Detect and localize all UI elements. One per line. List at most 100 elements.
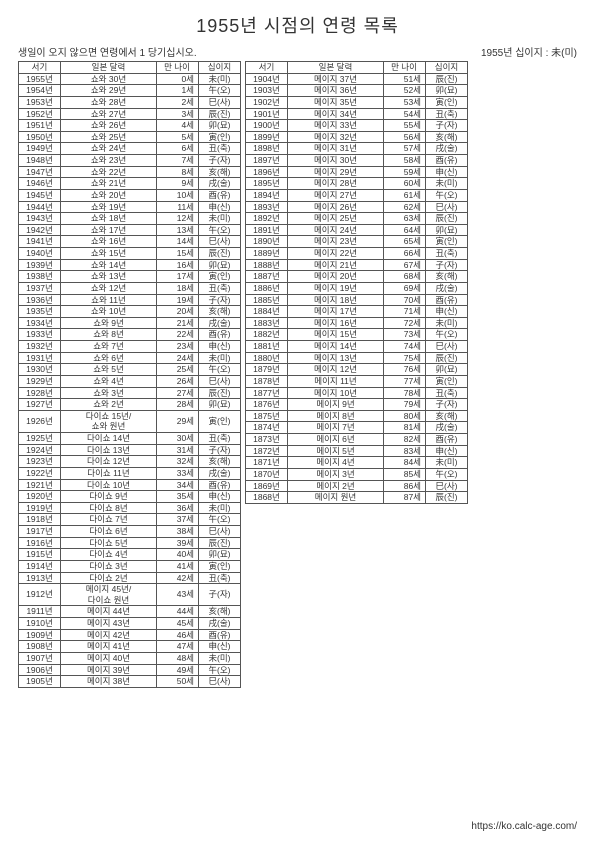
table-row: 1932년쇼와 7년23세申(신) <box>19 341 241 353</box>
cell-era: 메이지 41년 <box>61 641 157 653</box>
cell-year: 1937년 <box>19 282 61 294</box>
cell-age: 65세 <box>384 236 426 248</box>
cell-year: 1881년 <box>246 341 288 353</box>
cell-year: 1943년 <box>19 213 61 225</box>
cell-age: 51세 <box>384 73 426 85</box>
cell-year: 1923년 <box>19 456 61 468</box>
cell-era: 메이지 28년 <box>288 178 384 190</box>
table-row: 1883년메이지 16년72세未(미) <box>246 317 468 329</box>
cell-era: 다이쇼 9년 <box>61 491 157 503</box>
cell-age: 13세 <box>157 224 199 236</box>
table-row: 1888년메이지 21년67세子(자) <box>246 259 468 271</box>
cell-age: 5세 <box>157 131 199 143</box>
cell-year: 1895년 <box>246 178 288 190</box>
cell-zodiac: 巳(사) <box>199 676 241 688</box>
cell-zodiac: 辰(진) <box>426 352 468 364</box>
table-row: 1908년메이지 41년47세申(신) <box>19 641 241 653</box>
cell-year: 1878년 <box>246 375 288 387</box>
cell-era: 메이지 9년 <box>288 399 384 411</box>
cell-era: 쇼와 13년 <box>61 271 157 283</box>
cell-zodiac: 亥(해) <box>199 166 241 178</box>
cell-year: 1918년 <box>19 514 61 526</box>
table-row: 1893년메이지 26년62세巳(사) <box>246 201 468 213</box>
cell-era: 다이쇼 14년 <box>61 433 157 445</box>
cell-era: 메이지 20년 <box>288 271 384 283</box>
cell-era: 메이지 18년 <box>288 294 384 306</box>
cell-year: 1900년 <box>246 120 288 132</box>
cell-age: 68세 <box>384 271 426 283</box>
cell-age: 2세 <box>157 96 199 108</box>
cell-year: 1931년 <box>19 352 61 364</box>
cell-era: 메이지 17년 <box>288 306 384 318</box>
cell-age: 81세 <box>384 422 426 434</box>
cell-zodiac: 辰(진) <box>426 73 468 85</box>
cell-year: 1886년 <box>246 282 288 294</box>
cell-zodiac: 子(자) <box>199 294 241 306</box>
cell-year: 1935년 <box>19 306 61 318</box>
cell-era: 메이지 22년 <box>288 248 384 260</box>
cell-year: 1945년 <box>19 189 61 201</box>
cell-year: 1919년 <box>19 502 61 514</box>
cell-zodiac: 戌(술) <box>199 317 241 329</box>
cell-zodiac: 巳(사) <box>199 96 241 108</box>
cell-year: 1897년 <box>246 155 288 167</box>
cell-era: 메이지 19년 <box>288 282 384 294</box>
cell-age: 29세 <box>157 410 199 432</box>
cell-age: 4세 <box>157 120 199 132</box>
cell-year: 1899년 <box>246 131 288 143</box>
cell-year: 1944년 <box>19 201 61 213</box>
cell-age: 6세 <box>157 143 199 155</box>
cell-zodiac: 寅(인) <box>426 236 468 248</box>
cell-era: 쇼와 28년 <box>61 96 157 108</box>
table-row: 1917년다이쇼 6년38세巳(사) <box>19 526 241 538</box>
cell-age: 31세 <box>157 444 199 456</box>
cell-age: 84세 <box>384 457 426 469</box>
cell-year: 1947년 <box>19 166 61 178</box>
cell-era: 다이쇼 6년 <box>61 526 157 538</box>
cell-zodiac: 寅(인) <box>199 410 241 432</box>
cell-year: 1939년 <box>19 259 61 271</box>
cell-zodiac: 未(미) <box>426 178 468 190</box>
cell-zodiac: 辰(진) <box>199 537 241 549</box>
cell-age: 24세 <box>157 352 199 364</box>
cell-era: 메이지 29년 <box>288 166 384 178</box>
cell-zodiac: 巳(사) <box>199 236 241 248</box>
cell-age: 66세 <box>384 248 426 260</box>
cell-year: 1888년 <box>246 259 288 271</box>
table-row: 1869년메이지 2년86세巳(사) <box>246 480 468 492</box>
cell-era: 메이지 36년 <box>288 85 384 97</box>
cell-zodiac: 卯(묘) <box>426 364 468 376</box>
table-row: 1915년다이쇼 4년40세卯(묘) <box>19 549 241 561</box>
cell-zodiac: 丑(축) <box>199 143 241 155</box>
cell-zodiac: 巳(사) <box>199 526 241 538</box>
cell-year: 1909년 <box>19 629 61 641</box>
cell-era: 메이지 10년 <box>288 387 384 399</box>
table-row: 1892년메이지 25년63세辰(진) <box>246 213 468 225</box>
cell-age: 63세 <box>384 213 426 225</box>
cell-era: 메이지 3년 <box>288 468 384 480</box>
cell-zodiac: 戌(술) <box>199 467 241 479</box>
table-row: 1887년메이지 20년68세亥(해) <box>246 271 468 283</box>
table-header-row: 서기 일본 달력 만 나이 십이지 <box>19 62 241 74</box>
cell-zodiac: 寅(인) <box>426 375 468 387</box>
cell-age: 78세 <box>384 387 426 399</box>
cell-zodiac: 酉(유) <box>426 294 468 306</box>
table-row: 1924년다이쇼 13년31세子(자) <box>19 444 241 456</box>
table-row: 1939년쇼와 14년16세卯(묘) <box>19 259 241 271</box>
table-row: 1925년다이쇼 14년30세丑(축) <box>19 433 241 445</box>
cell-era: 다이쇼 2년 <box>61 572 157 584</box>
cell-age: 73세 <box>384 329 426 341</box>
table-row: 1926년다이쇼 15년/ 쇼와 원년29세寅(인) <box>19 410 241 432</box>
table-row: 1882년메이지 15년73세午(오) <box>246 329 468 341</box>
cell-era: 쇼와 5년 <box>61 364 157 376</box>
cell-era: 쇼와 3년 <box>61 387 157 399</box>
cell-year: 1952년 <box>19 108 61 120</box>
cell-year: 1926년 <box>19 410 61 432</box>
age-table-right: 서기 일본 달력 만 나이 십이지 1904년메이지 37년51세辰(진)190… <box>245 61 468 504</box>
table-row: 1949년쇼와 24년6세丑(축) <box>19 143 241 155</box>
cell-zodiac: 丑(축) <box>426 248 468 260</box>
cell-age: 54세 <box>384 108 426 120</box>
cell-age: 22세 <box>157 329 199 341</box>
cell-era: 메이지 27년 <box>288 189 384 201</box>
cell-year: 1907년 <box>19 652 61 664</box>
